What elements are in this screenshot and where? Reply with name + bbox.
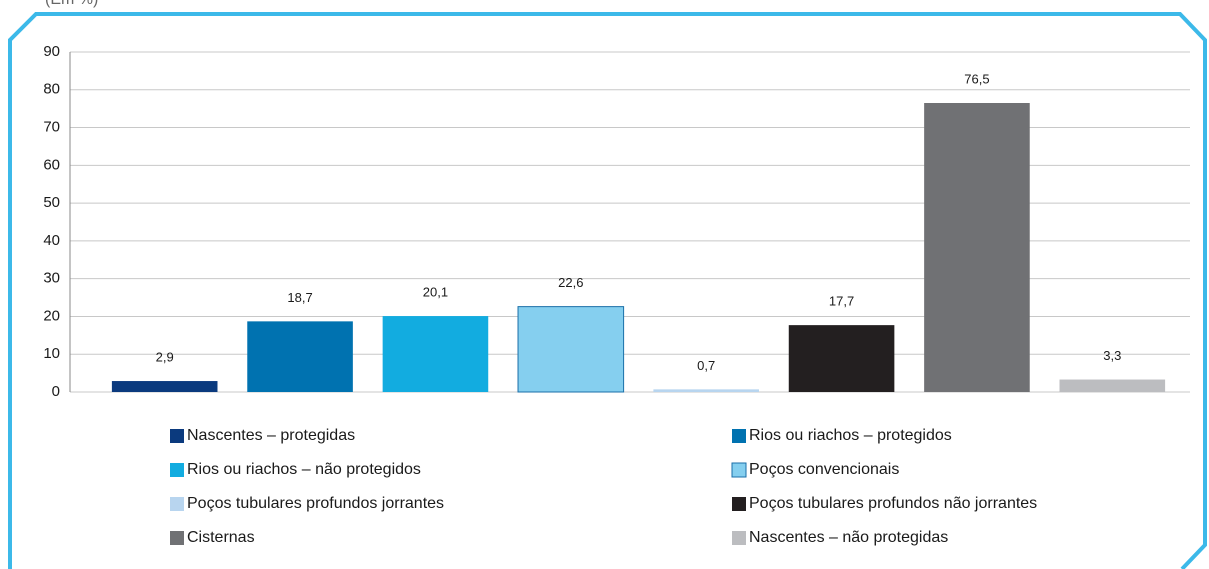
bar <box>247 321 353 392</box>
y-tick-label: 80 <box>43 81 60 98</box>
legend-label: Rios ou riachos – protegidos <box>749 427 952 444</box>
data-label: 22,6 <box>558 275 583 290</box>
legend-swatch <box>732 531 746 545</box>
y-tick-label: 40 <box>43 232 60 249</box>
legend-swatch <box>731 462 747 478</box>
bar <box>517 306 625 393</box>
y-tick-label: 90 <box>43 43 60 60</box>
chart-subtitle: (Em %) <box>45 0 98 8</box>
legend-swatch <box>732 497 746 511</box>
legend-label: Nascentes – não protegidas <box>749 529 948 546</box>
legend-label: Poços convencionais <box>749 461 899 478</box>
frame <box>8 12 1207 569</box>
bar <box>1059 379 1166 392</box>
legend-swatch <box>170 497 184 511</box>
bar <box>111 381 218 392</box>
legend-swatch <box>170 463 184 477</box>
data-label: 2,9 <box>156 349 174 364</box>
data-label: 3,3 <box>1103 348 1121 363</box>
y-tick-label: 20 <box>43 307 60 324</box>
bar <box>788 325 895 392</box>
bar <box>653 389 759 392</box>
bar <box>924 103 1030 392</box>
legend-swatch <box>170 429 184 443</box>
data-label: 0,7 <box>697 358 715 373</box>
data-label: 18,7 <box>287 290 312 305</box>
y-tick-label: 30 <box>43 270 60 287</box>
legend-label: Poços tubulares profundos jorrantes <box>187 495 444 512</box>
legend-label: Nascentes – protegidas <box>187 427 355 444</box>
y-tick-label: 50 <box>43 194 60 211</box>
legend-label: Poços tubulares profundos não jorrantes <box>749 495 1037 512</box>
bar <box>382 316 489 392</box>
legend-swatch <box>170 531 184 545</box>
data-label: 76,5 <box>964 71 989 86</box>
y-tick-label: 70 <box>43 119 60 136</box>
legend-label: Cisternas <box>187 529 255 546</box>
data-label: 20,1 <box>423 285 448 300</box>
legend-swatch <box>732 429 746 443</box>
y-tick-label: 0 <box>52 383 60 400</box>
y-tick-label: 10 <box>43 345 60 362</box>
y-tick-label: 60 <box>43 156 60 173</box>
legend-label: Rios ou riachos – não protegidos <box>187 461 421 478</box>
data-label: 17,7 <box>829 294 854 309</box>
